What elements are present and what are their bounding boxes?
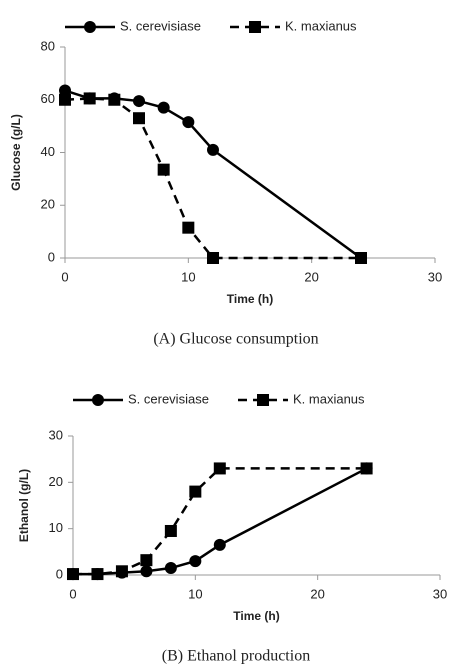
legend-marker	[257, 394, 269, 406]
y-axis-label: Ethanol (g/L)	[17, 469, 31, 542]
y-tick-label: 0	[48, 249, 55, 264]
series-line	[73, 467, 368, 576]
marker	[207, 143, 219, 156]
marker	[182, 116, 195, 129]
series-line	[64, 97, 361, 260]
legend-label: S. cerevisiase	[120, 18, 201, 33]
marker	[355, 252, 367, 264]
marker	[59, 84, 71, 97]
x-tick-label: 0	[69, 586, 76, 601]
chart: 0 20 40 60 80 0 10 20 30 Time (h) Glucose (g/L) (A)…	[9, 18, 442, 347]
marker	[164, 562, 177, 575]
y-tick-label: 60	[41, 91, 55, 106]
marker	[164, 524, 177, 537]
marker	[213, 538, 226, 551]
y-axis-label: Glucose (g/L)	[9, 114, 23, 191]
legend-label: K. maxianus	[293, 391, 365, 406]
marker	[140, 565, 153, 578]
x-tick-label: 0	[61, 269, 68, 284]
y-tick-label: 10	[49, 520, 63, 535]
marker	[157, 101, 170, 114]
legend-symbol	[257, 394, 269, 406]
marker	[182, 221, 195, 234]
legend-marker	[249, 21, 261, 33]
marker	[67, 568, 79, 581]
legend-symbol	[92, 394, 104, 406]
caption: (B) Ethanol production	[162, 648, 310, 665]
y-tick-label: 80	[41, 38, 55, 53]
marker	[108, 93, 121, 106]
x-axis-label: Time (h)	[233, 609, 279, 623]
marker	[59, 93, 71, 106]
marker	[133, 95, 145, 108]
y-tick-label: 20	[49, 474, 63, 489]
marker	[157, 163, 170, 176]
series-line	[73, 467, 367, 576]
x-tick-label: 30	[433, 586, 447, 601]
marker	[213, 462, 226, 475]
y-tick-label: 30	[49, 427, 63, 442]
caption: (A) Glucose consumption	[153, 331, 318, 348]
marker	[189, 555, 202, 568]
marker	[189, 485, 202, 498]
y-tick-label: 0	[56, 566, 63, 581]
x-tick-label: 10	[181, 269, 195, 284]
legend-marker	[92, 394, 104, 406]
legend-marker	[84, 21, 96, 33]
x-axis-label: Time (h)	[227, 292, 273, 306]
series-line	[64, 89, 362, 260]
legend-label: S. cerevisiase	[128, 391, 209, 406]
x-tick-label: 20	[310, 586, 324, 601]
marker	[140, 554, 153, 567]
legend-symbol	[84, 21, 96, 33]
x-tick-label: 10	[188, 586, 202, 601]
legend-symbol	[249, 21, 261, 33]
marker	[83, 92, 96, 105]
marker	[133, 112, 145, 125]
x-tick-label: 20	[304, 269, 318, 284]
marker	[115, 565, 128, 578]
y-tick-label: 20	[41, 197, 55, 212]
chart: 0 10 20 30 0 10 20 30 Time (h) Ethanol (g/L) (B) E…	[17, 391, 447, 664]
marker	[360, 462, 373, 475]
legend-label: K. maxianus	[285, 18, 357, 33]
marker	[207, 252, 219, 264]
y-tick-label: 40	[41, 144, 55, 159]
marker	[91, 568, 104, 581]
x-tick-label: 30	[428, 269, 442, 284]
